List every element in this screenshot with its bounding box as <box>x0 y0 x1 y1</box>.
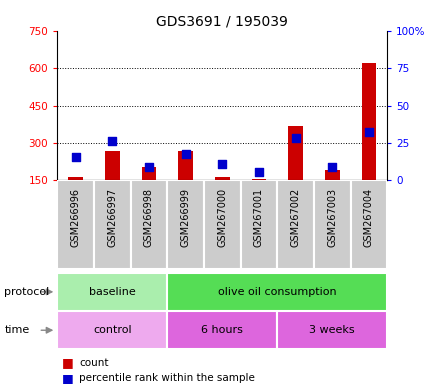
Point <box>255 169 262 175</box>
Bar <box>167 273 387 311</box>
Point <box>145 164 152 170</box>
Text: GSM267000: GSM267000 <box>217 187 227 247</box>
Bar <box>351 180 387 269</box>
Text: 3 weeks: 3 weeks <box>309 325 355 335</box>
Bar <box>252 179 266 180</box>
Text: GSM266999: GSM266999 <box>180 187 191 247</box>
Bar <box>167 180 204 269</box>
Text: ■: ■ <box>62 372 73 384</box>
Text: protocol: protocol <box>4 287 50 297</box>
Point <box>329 164 336 170</box>
Text: count: count <box>79 358 109 368</box>
Bar <box>57 311 167 349</box>
Text: GSM267003: GSM267003 <box>327 187 337 247</box>
Text: control: control <box>93 325 132 335</box>
Bar <box>204 180 241 269</box>
Point <box>219 161 226 167</box>
Point <box>109 137 116 144</box>
Point <box>292 135 299 141</box>
Text: 6 hours: 6 hours <box>201 325 243 335</box>
Bar <box>288 126 303 180</box>
Bar <box>325 170 340 180</box>
Bar <box>314 180 351 269</box>
Title: GDS3691 / 195039: GDS3691 / 195039 <box>156 14 288 28</box>
Text: ■: ■ <box>62 356 73 369</box>
Bar <box>68 177 83 180</box>
Bar <box>277 311 387 349</box>
Text: time: time <box>4 325 29 335</box>
Point <box>72 154 79 160</box>
Text: GSM266997: GSM266997 <box>107 187 117 247</box>
Bar <box>362 63 376 180</box>
Text: GSM266998: GSM266998 <box>144 187 154 247</box>
Bar <box>178 151 193 180</box>
Bar <box>94 180 131 269</box>
Bar <box>131 180 167 269</box>
Bar <box>57 180 94 269</box>
Bar <box>142 167 156 180</box>
Bar <box>215 177 230 180</box>
Point <box>365 129 372 135</box>
Text: olive oil consumption: olive oil consumption <box>218 287 337 297</box>
Bar <box>167 311 277 349</box>
Bar <box>57 273 167 311</box>
Text: percentile rank within the sample: percentile rank within the sample <box>79 373 255 383</box>
Bar <box>105 151 120 180</box>
Bar <box>241 180 277 269</box>
Text: GSM267002: GSM267002 <box>290 187 301 247</box>
Bar <box>277 180 314 269</box>
Text: GSM266996: GSM266996 <box>70 187 81 247</box>
Text: GSM267004: GSM267004 <box>364 187 374 247</box>
Text: baseline: baseline <box>89 287 136 297</box>
Point <box>182 151 189 157</box>
Text: GSM267001: GSM267001 <box>254 187 264 247</box>
